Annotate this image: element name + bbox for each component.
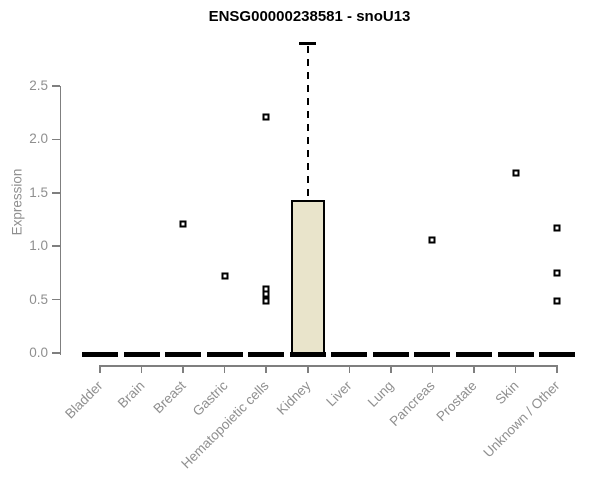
y-tick-label: 1.5 (29, 184, 48, 200)
y-tick-label: 0.5 (29, 291, 48, 307)
box-kidney (290, 200, 325, 355)
median-line (165, 352, 202, 357)
median-line (206, 352, 243, 357)
outlier-point (221, 272, 229, 280)
median-line (123, 352, 160, 357)
outlier-point (512, 169, 519, 176)
x-tick (307, 365, 309, 373)
median-line (372, 352, 409, 357)
x-tick (140, 365, 143, 373)
median-line (248, 352, 285, 357)
y-tick-label: 2.0 (29, 131, 48, 147)
y-tick (51, 352, 60, 354)
x-tick (99, 365, 101, 373)
outlier-point (553, 269, 561, 277)
outlier-point (553, 297, 561, 305)
y-tick-label: 0.0 (29, 345, 48, 360)
y-axis-line (59, 86, 61, 355)
y-tick (51, 85, 60, 87)
y-tick (51, 192, 60, 194)
y-tick (51, 298, 60, 301)
median-line (289, 352, 326, 357)
x-tick (182, 365, 184, 373)
x-axis-line (99, 365, 558, 367)
x-tick (431, 365, 434, 373)
outlier-point (179, 220, 187, 228)
x-tick (473, 365, 475, 373)
x-tick (390, 365, 392, 373)
x-tick (348, 365, 351, 373)
chart-title: ENSG00000238581 - snoU13 (208, 8, 411, 25)
y-tick-label: 1.0 (29, 238, 48, 254)
outlier-point (262, 290, 270, 298)
median-line (82, 352, 118, 357)
upper-whisker-cap (299, 42, 317, 46)
outlier-point (428, 236, 436, 244)
outlier-point (262, 113, 270, 121)
y-tick (51, 138, 60, 141)
x-tick (514, 365, 517, 373)
outlier-point (553, 224, 561, 232)
median-line (414, 352, 451, 357)
upper-whisker (306, 46, 309, 201)
x-tick (556, 365, 558, 373)
x-tick (265, 365, 267, 373)
median-line (331, 352, 368, 357)
median-line (455, 352, 492, 357)
median-line (539, 352, 576, 357)
x-tick (223, 365, 226, 373)
y-tick (51, 245, 60, 247)
median-line (497, 352, 534, 357)
outlier-point (262, 297, 270, 305)
y-tick-label: 2.5 (29, 78, 48, 93)
y-axis-label: Expression (9, 168, 25, 236)
